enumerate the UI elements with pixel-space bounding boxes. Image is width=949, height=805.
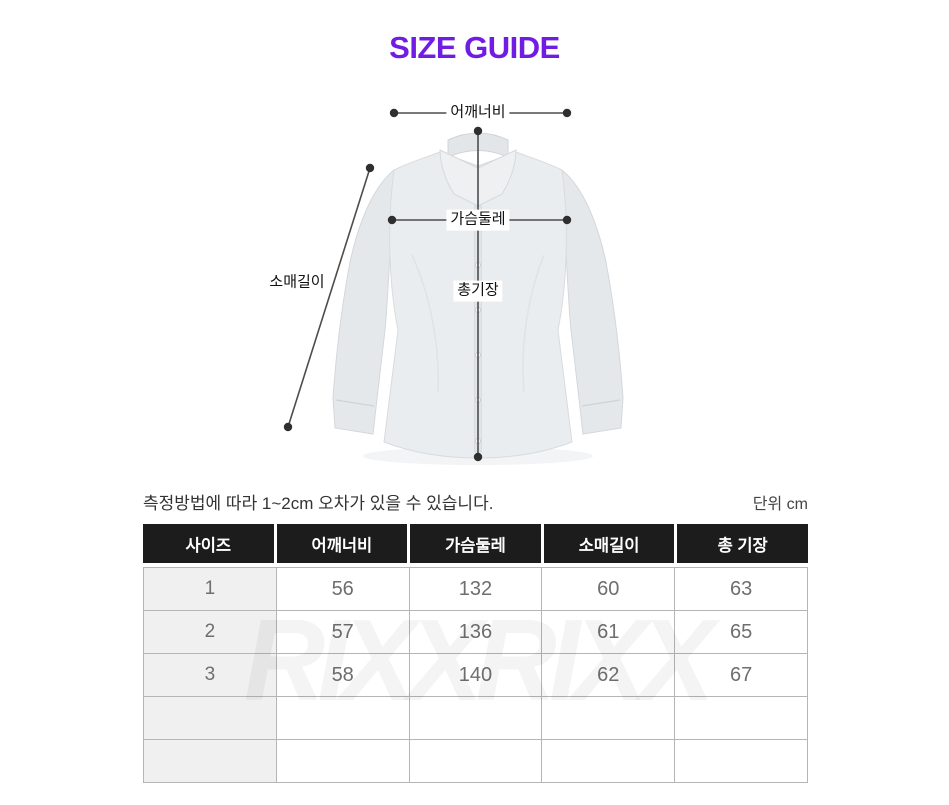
table-cell (674, 696, 808, 740)
measure-dot (389, 108, 399, 118)
table-cell: 140 (408, 653, 543, 697)
header-cell-chest: 가슴둘레 (410, 524, 541, 563)
table-cell: 56 (275, 567, 410, 611)
table-cell (143, 739, 277, 783)
table-cell (275, 696, 410, 740)
table-cell: 132 (408, 567, 543, 611)
table-cell: 2 (143, 610, 277, 654)
size-table: 사이즈 어깨너비 가슴둘레 소매길이 총 기장 1 56 132 60 63 2… (143, 524, 808, 783)
table-cell (674, 739, 808, 783)
left-cuff-seam (335, 399, 375, 407)
table-cell (275, 739, 410, 783)
table-cell: 63 (674, 567, 808, 611)
measure-dot (365, 163, 375, 173)
total-length-label: 총기장 (453, 280, 503, 302)
table-row: 3 58 140 62 67 (143, 653, 808, 697)
header-cell-shoulder: 어깨너비 (276, 524, 408, 563)
chest-label: 가슴둘레 (446, 209, 510, 231)
measure-dot (562, 215, 572, 225)
table-cell: 65 (674, 610, 808, 654)
table-cell: 62 (541, 653, 676, 697)
shirt-illustration (283, 108, 624, 465)
shoulder-width-label: 어깨너비 (446, 102, 510, 124)
tolerance-note: 측정방법에 따라 1~2cm 오차가 있을 수 있습니다. (143, 494, 494, 513)
page-title: SIZE GUIDE (389, 30, 560, 65)
table-cell: 61 (541, 610, 676, 654)
right-sleeve (561, 168, 624, 435)
table-row: 1 56 132 60 63 (143, 567, 808, 611)
table-row (143, 696, 808, 740)
measure-dot (283, 422, 293, 432)
right-cuff-seam (581, 399, 621, 407)
unit-note: 단위 cm (752, 496, 808, 513)
header-cell-size: 사이즈 (143, 524, 274, 563)
collar-left-flap (439, 149, 479, 207)
table-cell (143, 696, 277, 740)
measure-dot (473, 452, 483, 462)
table-cell: 1 (143, 567, 277, 611)
table-cell (408, 739, 543, 783)
table-cell: 58 (275, 653, 410, 697)
size-table-header: 사이즈 어깨너비 가슴둘레 소매길이 총 기장 (143, 524, 808, 563)
header-cell-sleeve: 소매길이 (543, 524, 675, 563)
table-cell: 3 (143, 653, 277, 697)
table-cell (408, 696, 543, 740)
body-wrinkle (411, 254, 440, 393)
table-cell: 67 (674, 653, 808, 697)
measure-dot (562, 108, 572, 118)
table-row: 2 57 136 61 65 (143, 610, 808, 654)
sleeve-length-line (287, 167, 371, 428)
table-cell (541, 739, 676, 783)
table-cell: 136 (408, 610, 543, 654)
table-cell (541, 696, 676, 740)
header-cell-length: 총 기장 (677, 524, 808, 563)
measure-dot (387, 215, 397, 225)
left-sleeve (332, 168, 395, 435)
body-wrinkle (522, 254, 545, 393)
size-table-body: 1 56 132 60 63 2 57 136 61 65 3 58 140 (143, 567, 808, 783)
sleeve-length-label: 소매길이 (265, 272, 329, 294)
table-row (143, 739, 808, 783)
collar-right-flap (477, 149, 517, 207)
note-row: 측정방법에 따라 1~2cm 오차가 있을 수 있습니다. 단위 cm (143, 489, 808, 514)
table-cell: 57 (275, 610, 410, 654)
measure-dot (473, 126, 483, 136)
table-cell: 60 (541, 567, 676, 611)
